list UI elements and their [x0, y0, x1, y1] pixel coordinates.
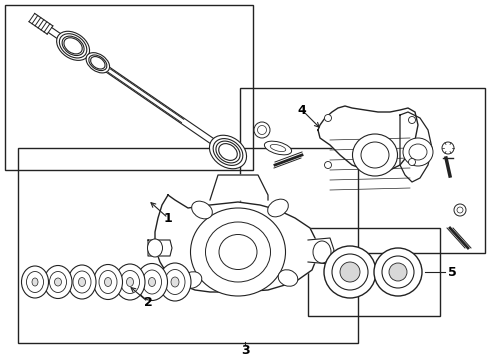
Ellipse shape	[361, 142, 389, 168]
Ellipse shape	[324, 162, 332, 168]
Text: 5: 5	[448, 266, 457, 279]
Polygon shape	[210, 175, 268, 200]
Ellipse shape	[454, 204, 466, 216]
Polygon shape	[318, 106, 418, 172]
Polygon shape	[148, 240, 172, 256]
Ellipse shape	[313, 241, 331, 263]
Ellipse shape	[78, 278, 85, 287]
Bar	[240, 88, 485, 253]
Polygon shape	[308, 238, 334, 264]
Ellipse shape	[89, 55, 107, 71]
Ellipse shape	[213, 139, 243, 165]
Text: 4: 4	[297, 104, 306, 117]
Ellipse shape	[209, 135, 246, 169]
Ellipse shape	[270, 144, 286, 152]
Text: 1: 1	[164, 211, 172, 225]
Ellipse shape	[192, 201, 212, 219]
Ellipse shape	[121, 270, 140, 293]
Bar	[5, 5, 253, 170]
Ellipse shape	[94, 265, 122, 300]
Ellipse shape	[340, 262, 360, 282]
Ellipse shape	[32, 278, 38, 286]
Ellipse shape	[254, 122, 270, 138]
Text: 2: 2	[144, 296, 152, 309]
Ellipse shape	[62, 36, 84, 55]
Ellipse shape	[148, 278, 155, 287]
Ellipse shape	[258, 126, 267, 135]
Ellipse shape	[26, 271, 44, 292]
Ellipse shape	[457, 207, 463, 213]
Ellipse shape	[171, 277, 179, 287]
Ellipse shape	[147, 239, 163, 257]
Ellipse shape	[115, 264, 145, 300]
Ellipse shape	[73, 271, 91, 293]
Ellipse shape	[86, 53, 110, 73]
Ellipse shape	[374, 248, 422, 296]
Ellipse shape	[159, 263, 191, 301]
Ellipse shape	[99, 270, 117, 293]
Ellipse shape	[265, 141, 292, 155]
Ellipse shape	[382, 256, 414, 288]
Ellipse shape	[44, 266, 72, 298]
Ellipse shape	[68, 265, 96, 299]
Bar	[18, 148, 358, 343]
Ellipse shape	[49, 271, 67, 292]
Polygon shape	[155, 195, 318, 292]
Ellipse shape	[324, 246, 376, 298]
Ellipse shape	[219, 144, 237, 161]
Ellipse shape	[191, 208, 286, 296]
Ellipse shape	[389, 263, 407, 281]
Ellipse shape	[205, 222, 270, 282]
Ellipse shape	[409, 158, 416, 166]
Bar	[308, 228, 440, 316]
Ellipse shape	[278, 270, 298, 286]
Ellipse shape	[409, 144, 427, 160]
Ellipse shape	[165, 270, 185, 294]
Ellipse shape	[126, 278, 133, 287]
Ellipse shape	[219, 234, 257, 270]
Text: 3: 3	[241, 343, 249, 356]
Ellipse shape	[59, 34, 87, 58]
Ellipse shape	[216, 141, 240, 163]
Ellipse shape	[54, 278, 62, 286]
Ellipse shape	[182, 272, 202, 288]
Ellipse shape	[352, 134, 397, 176]
Ellipse shape	[409, 117, 416, 123]
Ellipse shape	[403, 138, 433, 166]
Ellipse shape	[137, 264, 168, 301]
Ellipse shape	[143, 270, 162, 294]
Ellipse shape	[104, 278, 112, 287]
Polygon shape	[400, 112, 432, 182]
Ellipse shape	[57, 31, 90, 60]
Ellipse shape	[91, 57, 105, 69]
Ellipse shape	[268, 199, 288, 217]
Ellipse shape	[22, 266, 49, 298]
Ellipse shape	[64, 38, 82, 54]
Ellipse shape	[324, 114, 332, 122]
Ellipse shape	[332, 254, 368, 290]
Ellipse shape	[442, 142, 454, 154]
